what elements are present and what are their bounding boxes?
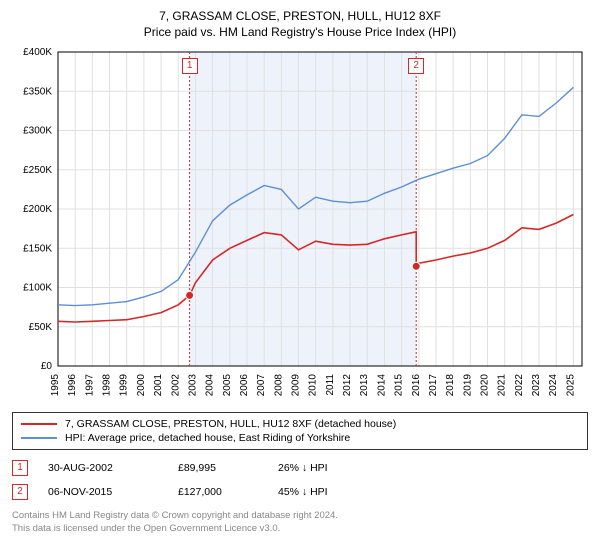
svg-text:1996: 1996 <box>67 374 78 397</box>
svg-text:2018: 2018 <box>445 374 456 397</box>
chart-container: 7, GRASSAM CLOSE, PRESTON, HULL, HU12 8X… <box>0 0 600 560</box>
svg-text:£250K: £250K <box>23 165 52 176</box>
sale-delta: 45% ↓ HPI <box>278 486 368 498</box>
footer-line-2: This data is licensed under the Open Gov… <box>12 523 588 535</box>
sales-table: 1 30-AUG-2002 £89,995 26% ↓ HPI 2 06-NOV-2015… <box>12 456 588 504</box>
svg-text:£400K: £400K <box>23 47 52 58</box>
legend-item-1: HPI: Average price, detached house, East… <box>21 431 579 445</box>
svg-text:2025: 2025 <box>565 374 576 397</box>
legend-label: 7, GRASSAM CLOSE, PRESTON, HULL, HU12 8X… <box>65 418 396 430</box>
chart-title: 7, GRASSAM CLOSE, PRESTON, HULL, HU12 8X… <box>12 8 588 40</box>
sale-marker: 2 <box>12 484 28 500</box>
svg-text:2023: 2023 <box>531 374 542 397</box>
chart-area: £0 £50K £100K £150K £200K £250K £300K £350K £400… <box>12 46 588 410</box>
svg-text:2009: 2009 <box>291 374 302 397</box>
svg-text:1999: 1999 <box>119 374 130 397</box>
svg-text:2010: 2010 <box>308 374 319 397</box>
svg-text:2019: 2019 <box>462 374 473 397</box>
sale-price: £127,000 <box>178 486 258 498</box>
svg-text:2005: 2005 <box>222 374 233 397</box>
svg-text:1997: 1997 <box>84 374 95 397</box>
sale-delta: 26% ↓ HPI <box>278 462 368 474</box>
footer-line-1: Contains HM Land Registry data © Crown c… <box>12 510 588 522</box>
svg-text:2024: 2024 <box>548 374 559 397</box>
svg-text:2012: 2012 <box>342 374 353 397</box>
svg-text:2000: 2000 <box>136 374 147 397</box>
chart-svg: £0 £50K £100K £150K £200K £250K £300K £350K £400… <box>12 46 588 410</box>
svg-text:2021: 2021 <box>497 374 508 397</box>
sale-marker-2: 2 <box>408 58 424 74</box>
svg-text:2004: 2004 <box>205 374 216 397</box>
svg-text:1998: 1998 <box>102 374 113 397</box>
legend-swatch <box>21 437 57 439</box>
legend: 7, GRASSAM CLOSE, PRESTON, HULL, HU12 8X… <box>12 412 588 450</box>
svg-text:£300K: £300K <box>23 126 52 137</box>
legend-label: HPI: Average price, detached house, East… <box>65 432 350 444</box>
sale-row-1: 1 30-AUG-2002 £89,995 26% ↓ HPI <box>12 456 588 480</box>
svg-text:£50K: £50K <box>29 322 53 333</box>
svg-text:£0: £0 <box>41 361 53 372</box>
svg-text:2001: 2001 <box>153 374 164 397</box>
legend-item-0: 7, GRASSAM CLOSE, PRESTON, HULL, HU12 8X… <box>21 417 579 431</box>
sale-date: 30-AUG-2002 <box>48 462 158 474</box>
svg-text:£200K: £200K <box>23 204 52 215</box>
legend-swatch <box>21 423 57 425</box>
svg-text:2002: 2002 <box>170 374 181 397</box>
svg-text:2007: 2007 <box>256 374 267 397</box>
svg-text:2020: 2020 <box>480 374 491 397</box>
svg-text:£100K: £100K <box>23 283 52 294</box>
svg-text:2008: 2008 <box>273 374 284 397</box>
svg-text:2016: 2016 <box>411 374 422 397</box>
title-line-1: 7, GRASSAM CLOSE, PRESTON, HULL, HU12 8X… <box>12 8 588 24</box>
svg-text:£150K: £150K <box>23 244 52 255</box>
sale-price: £89,995 <box>178 462 258 474</box>
sale-marker-1: 1 <box>182 58 198 74</box>
svg-text:2022: 2022 <box>514 374 525 397</box>
title-line-2: Price paid vs. HM Land Registry's House … <box>12 24 588 40</box>
svg-text:£350K: £350K <box>23 87 52 98</box>
svg-text:2003: 2003 <box>187 374 198 397</box>
sale-date: 06-NOV-2015 <box>48 486 158 498</box>
svg-text:2011: 2011 <box>325 374 336 396</box>
svg-text:2017: 2017 <box>428 374 439 397</box>
svg-text:1995: 1995 <box>50 374 61 397</box>
svg-text:2015: 2015 <box>394 374 405 397</box>
svg-text:2006: 2006 <box>239 374 250 397</box>
svg-text:2014: 2014 <box>376 374 387 397</box>
svg-text:2013: 2013 <box>359 374 370 397</box>
footer-text: Contains HM Land Registry data © Crown c… <box>12 510 588 535</box>
sale-row-2: 2 06-NOV-2015 £127,000 45% ↓ HPI <box>12 480 588 504</box>
sale-marker: 1 <box>12 460 28 476</box>
